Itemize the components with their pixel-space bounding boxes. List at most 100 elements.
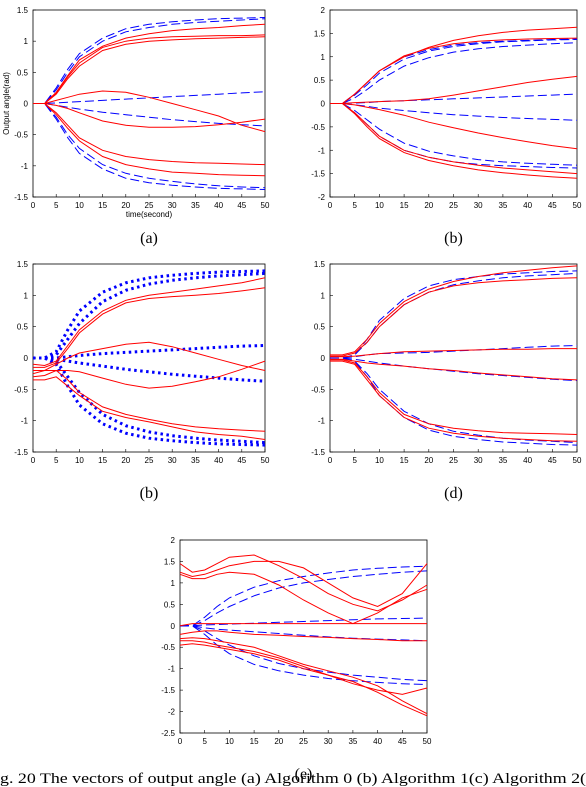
series-line — [33, 103, 266, 128]
x-tick-label: 15 — [98, 456, 107, 465]
series-line — [330, 103, 578, 179]
series-line — [179, 643, 428, 695]
series-line — [33, 103, 266, 190]
y-tick-label: 0.5 — [17, 68, 29, 77]
x-tick-label: 45 — [237, 201, 246, 210]
y-tick-label: 0 — [321, 100, 326, 109]
series-line — [330, 93, 578, 104]
series-line — [180, 625, 428, 682]
y-tick-label: -0.5 — [161, 643, 175, 652]
y-tick-label: 1.5 — [164, 557, 176, 566]
y-tick-label: -0.5 — [14, 131, 28, 140]
x-tick-label: 25 — [299, 737, 308, 746]
x-tick-label: 35 — [348, 737, 357, 746]
x-tick-label: 40 — [523, 456, 532, 465]
x-tick-label: 5 — [54, 201, 59, 210]
x-tick-label: 35 — [498, 201, 507, 210]
y-tick-label: 0 — [171, 622, 176, 631]
plot-frame — [329, 9, 578, 198]
series-line — [330, 103, 578, 121]
x-tick-label: 25 — [145, 201, 154, 210]
x-tick-label: 20 — [274, 737, 283, 746]
x-tick-label: 50 — [261, 201, 270, 210]
series-line — [330, 75, 578, 104]
series-line — [33, 18, 266, 104]
x-tick-label: 10 — [75, 201, 84, 210]
x-tick-label: 15 — [400, 201, 409, 210]
series-line — [330, 358, 578, 381]
x-tick-label: 35 — [498, 456, 507, 465]
series-line — [33, 269, 266, 360]
y-tick-label: 0 — [24, 100, 29, 109]
x-tick-label: 0 — [328, 201, 333, 210]
series-line — [180, 617, 428, 627]
x-tick-label: 0 — [31, 456, 36, 465]
x-tick-label: 10 — [375, 201, 384, 210]
y-tick-label: -2 — [318, 193, 326, 202]
y-tick-label: -2 — [168, 708, 176, 717]
x-tick-label: 45 — [398, 737, 407, 746]
panel-label: (b) — [140, 485, 159, 502]
y-tick-label: -0.5 — [311, 385, 325, 394]
series-line — [179, 571, 428, 625]
y-tick-label: -1 — [21, 162, 29, 171]
x-tick-label: 30 — [168, 201, 177, 210]
x-tick-label: 5 — [352, 201, 357, 210]
y-tick-label: 1 — [24, 37, 29, 46]
series-line — [330, 38, 578, 104]
x-tick-label: 30 — [168, 456, 177, 465]
caption: g. 20 The vectors of output angle (a) Al… — [0, 771, 586, 787]
series-line — [33, 103, 266, 166]
panel-label: (b) — [444, 230, 463, 247]
y-tick-label: -1.5 — [14, 193, 28, 202]
y-tick-label: -1.5 — [14, 448, 28, 457]
series-line — [179, 637, 428, 715]
series-line — [330, 345, 578, 359]
series-line — [33, 103, 266, 177]
y-tick-label: -1.5 — [311, 170, 325, 179]
x-tick-label: 35 — [191, 456, 200, 465]
series-line — [33, 90, 266, 133]
y-tick-label: -1 — [318, 146, 326, 155]
x-tick-label: 15 — [250, 737, 259, 746]
y-tick-label: -2.5 — [161, 729, 175, 738]
y-tick-label: -0.5 — [311, 123, 325, 132]
panel-label: (a) — [140, 230, 158, 247]
series-line — [330, 270, 578, 359]
y-tick-label: 1 — [321, 291, 326, 300]
y-tick-label: 1.5 — [17, 6, 29, 15]
y-tick-label: -1 — [318, 417, 326, 426]
series-line — [330, 348, 577, 358]
x-tick-label: 30 — [324, 737, 333, 746]
x-tick-label: 30 — [474, 456, 483, 465]
x-tick-label: 25 — [449, 201, 458, 210]
y-tick-label: 0.5 — [164, 600, 176, 609]
y-tick-label: -1 — [168, 665, 176, 674]
y-tick-label: 0 — [24, 354, 29, 363]
y-tick-label: 2 — [321, 6, 326, 15]
series-line — [180, 565, 428, 627]
series-line — [179, 630, 427, 642]
y-tick-label: 1.5 — [314, 260, 326, 269]
x-tick-label: 5 — [352, 456, 357, 465]
series-line — [33, 103, 266, 189]
y-tick-label: 0.5 — [314, 323, 326, 332]
series-line — [180, 625, 428, 685]
series-line — [330, 360, 578, 442]
panel-label: (d) — [444, 485, 463, 502]
x-tick-label: 15 — [98, 201, 107, 210]
series-line — [33, 103, 266, 127]
y-tick-label: -0.5 — [14, 385, 28, 394]
x-axis-label: time(second) — [126, 210, 173, 219]
x-tick-label: 5 — [202, 737, 207, 746]
x-tick-label: 20 — [121, 456, 130, 465]
x-tick-label: 20 — [424, 456, 433, 465]
series-line — [33, 376, 266, 440]
y-tick-label: 2 — [171, 536, 176, 545]
x-tick-label: 45 — [548, 456, 557, 465]
series-line — [330, 265, 578, 356]
series-line — [33, 344, 266, 360]
x-tick-label: 40 — [214, 201, 223, 210]
x-tick-label: 50 — [261, 456, 270, 465]
